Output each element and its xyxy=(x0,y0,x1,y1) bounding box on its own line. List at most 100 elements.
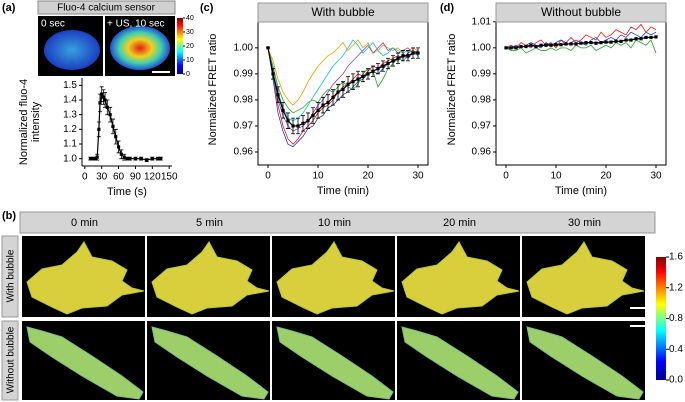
data-point xyxy=(281,108,285,112)
time-label: 10 min xyxy=(318,217,351,229)
data-point xyxy=(644,35,648,40)
data-point xyxy=(119,152,123,156)
data-point xyxy=(125,157,129,161)
y-tick-label: 1.3 xyxy=(63,109,77,120)
y-tick-label: 1.00 xyxy=(472,42,492,53)
data-point xyxy=(639,37,643,41)
data-point xyxy=(504,46,508,50)
data-point xyxy=(361,74,365,79)
data-point xyxy=(366,72,370,76)
data-point xyxy=(629,38,633,42)
y-tick-label: 1.0 xyxy=(63,153,77,164)
data-point xyxy=(396,56,400,60)
cell xyxy=(401,241,520,315)
data-point xyxy=(376,67,380,71)
y-tick-label: 0.99 xyxy=(234,69,254,80)
colorbar-tick-label: 1.6 xyxy=(669,252,683,263)
x-tick-label: 20 xyxy=(600,171,612,182)
data-point xyxy=(296,124,300,128)
data-point xyxy=(331,95,335,99)
colorbar-tick-label: 0.4 xyxy=(669,344,683,355)
row-label: Without bubble xyxy=(6,326,17,393)
cell xyxy=(151,326,269,400)
data-point xyxy=(311,113,315,118)
image-label: 0 sec xyxy=(41,19,65,30)
data-point xyxy=(381,64,385,68)
colorbar-tick-label: 0.0 xyxy=(669,375,683,386)
data-point xyxy=(108,113,112,117)
data-point xyxy=(306,119,310,123)
cell xyxy=(526,326,644,400)
colorbar-tick-label: 1.2 xyxy=(669,282,683,293)
data-point xyxy=(133,157,138,161)
x-tick-label: 30 xyxy=(650,171,662,182)
colorbar xyxy=(177,18,183,74)
data-point xyxy=(391,59,395,63)
time-label: 0 min xyxy=(71,217,98,229)
x-tick-label: 90 xyxy=(130,172,142,183)
data-point xyxy=(569,42,573,46)
data-point xyxy=(514,46,518,50)
data-point xyxy=(103,98,107,102)
colorbar-tick-label: 0 xyxy=(186,71,190,78)
y-tick-label: 1.00 xyxy=(234,42,254,53)
row-label: With bubble xyxy=(6,249,17,302)
data-point xyxy=(549,43,553,47)
data-point xyxy=(351,80,355,84)
y-tick-label: 0.99 xyxy=(472,69,492,80)
data-point xyxy=(401,54,405,58)
colorbar-tick-label: 20 xyxy=(186,43,194,50)
data-point xyxy=(574,42,578,46)
data-point xyxy=(614,39,618,43)
data-point xyxy=(145,158,149,162)
cell xyxy=(276,326,394,400)
row-label-box xyxy=(1,235,19,318)
cell xyxy=(276,241,395,315)
data-point xyxy=(336,90,340,94)
series-line xyxy=(267,47,418,114)
data-point xyxy=(101,95,105,99)
x-tick-label: 0 xyxy=(503,171,509,182)
data-point xyxy=(524,44,528,49)
title-box xyxy=(495,2,667,23)
data-point xyxy=(356,77,360,81)
cell xyxy=(526,241,645,315)
data-point xyxy=(649,35,653,40)
data-point xyxy=(286,119,290,123)
y-axis-label: Normalized fluo-4 xyxy=(18,79,30,165)
data-point xyxy=(98,101,102,105)
plot-frame xyxy=(495,13,667,166)
data-point xyxy=(371,69,375,73)
x-tick-label: 20 xyxy=(362,171,374,182)
data-point xyxy=(266,46,270,50)
data-point xyxy=(346,82,350,86)
data-point xyxy=(624,38,628,42)
data-point xyxy=(276,93,280,97)
data-point xyxy=(529,43,533,47)
series-line xyxy=(505,39,657,54)
x-tick-label: 60 xyxy=(113,172,125,183)
cell xyxy=(401,326,519,400)
data-point xyxy=(150,157,154,161)
y-tick-label: 1.1 xyxy=(63,139,77,150)
data-point xyxy=(301,121,305,125)
data-point xyxy=(105,105,109,109)
data-point xyxy=(544,43,548,47)
y-tick-label: 1.4 xyxy=(63,95,77,106)
time-label: 5 min xyxy=(196,217,223,229)
colorbar-tick-label: 30 xyxy=(186,29,194,36)
header-bar xyxy=(19,211,656,234)
time-label: 20 min xyxy=(443,217,476,229)
y-tick-label: 0.97 xyxy=(472,121,492,132)
colorbar-tick-label: 40 xyxy=(186,15,194,22)
chart-title: With bubble xyxy=(311,5,375,19)
data-point xyxy=(609,40,613,44)
y-axis-label: Normalized FRET ratio xyxy=(207,34,219,146)
x-tick-label: 0 xyxy=(265,171,271,182)
data-point xyxy=(88,157,93,161)
x-tick-label: 10 xyxy=(312,171,324,182)
data-point xyxy=(634,37,638,41)
data-point xyxy=(509,46,513,50)
data-point xyxy=(411,51,415,55)
x-tick-label: 150 xyxy=(161,172,178,183)
